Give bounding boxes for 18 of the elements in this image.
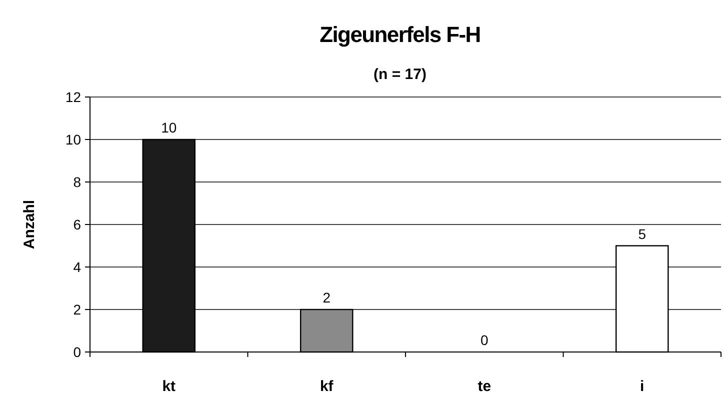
y-tick-label: 4: [73, 259, 82, 275]
chart-title: Zigeunerfels F-H: [320, 22, 480, 47]
x-tick-label: kf: [320, 378, 334, 395]
data-label: 5: [638, 226, 646, 242]
y-axis-title: Anzahl: [21, 200, 38, 250]
y-tick-label: 0: [73, 344, 82, 360]
data-label: 10: [161, 120, 177, 136]
y-tick-label: 6: [73, 216, 82, 232]
data-label: 0: [480, 332, 488, 348]
y-tick-label: 2: [73, 302, 82, 318]
y-tick-label: 12: [65, 89, 82, 105]
y-tick-label: 10: [65, 132, 82, 148]
y-tick-label: 8: [73, 174, 82, 190]
x-tick-label: te: [478, 378, 492, 395]
data-label: 2: [322, 290, 331, 306]
chart-subtitle: (n = 17): [374, 66, 426, 83]
x-tick-label: kt: [162, 378, 176, 395]
x-tick-label: i: [640, 378, 644, 395]
